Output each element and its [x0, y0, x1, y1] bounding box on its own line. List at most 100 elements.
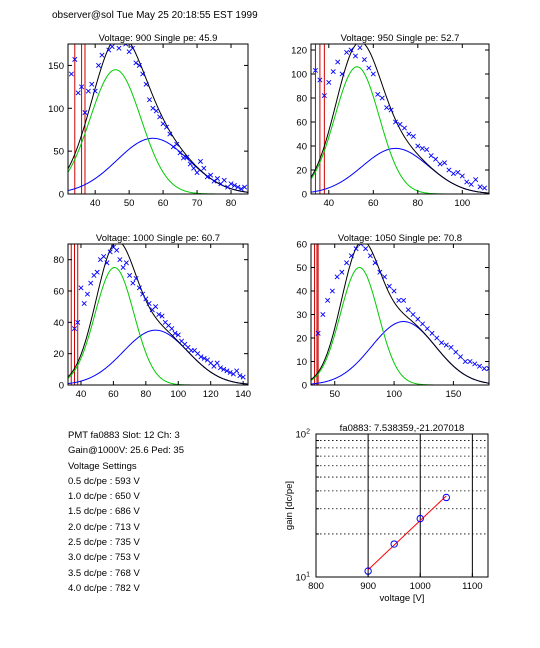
data-point: [357, 45, 363, 51]
data-point: [366, 65, 372, 71]
data-point: [156, 311, 162, 318]
x-tick-label: 80: [413, 198, 424, 209]
y-tick-label: 30: [296, 310, 307, 321]
data-point: [450, 171, 456, 177]
y-tick-label: 0: [302, 381, 307, 392]
data-point: [410, 133, 416, 139]
data-point: [352, 53, 359, 59]
y-tick-label: 40: [53, 318, 64, 329]
data-point: [384, 105, 390, 111]
data-point: [344, 260, 350, 266]
multi-pe-fit-curve: [311, 147, 489, 194]
data-point: [81, 301, 87, 307]
x-tick-label: 40: [324, 198, 335, 209]
data-point: [146, 97, 153, 103]
data-point: [448, 344, 454, 350]
data-point: [177, 150, 183, 156]
total-fit-curve: [68, 44, 248, 193]
chart-title: Voltage: 1000 Single pe: 60.7: [96, 233, 220, 244]
data-point: [79, 84, 85, 90]
data-point: [424, 326, 430, 332]
data-point: [75, 319, 81, 325]
y-tick-label: 50: [53, 147, 64, 158]
data-point: [367, 253, 373, 259]
x-tick-label: 60: [368, 198, 379, 209]
y-tick-label: 20: [53, 349, 64, 360]
data-point: [140, 291, 146, 297]
chart-title: fa0883: 7.538359,-21.207018: [340, 423, 465, 434]
data-point: [101, 254, 107, 260]
data-point: [198, 354, 204, 360]
x-tick-label: 100: [170, 389, 186, 400]
histogram-panel: 40 60 80 100 120 140 0 20 40 60 80 Voltage: 1000 Si…: [53, 233, 251, 400]
setting-line: 1.0 dc/pe : 650 V: [68, 491, 140, 503]
data-point: [174, 141, 180, 147]
data-point: [120, 264, 126, 271]
data-point: [72, 56, 78, 62]
data-point: [482, 185, 488, 191]
gain-point: [416, 514, 424, 523]
data-point: [434, 335, 440, 341]
y-tick-label: 120: [291, 46, 307, 57]
data-point: [170, 144, 176, 150]
data-point: [133, 275, 139, 281]
axes-frame: [67, 43, 249, 195]
total-fit-curve: [311, 244, 489, 384]
data-point: [428, 153, 434, 159]
y-tick-label: 100: [291, 70, 307, 81]
data-point: [211, 178, 217, 184]
data-point: [107, 249, 113, 255]
data-point: [136, 285, 142, 291]
gain-point: [390, 540, 398, 548]
x-tick-label: 900: [360, 581, 376, 592]
y-tick-label: 102: [296, 429, 311, 441]
data-point: [123, 260, 129, 266]
data-point: [221, 366, 227, 372]
chart-title: Voltage: 900 Single pe: 45.9: [99, 33, 218, 44]
data-point: [453, 349, 459, 355]
data-point: [234, 368, 240, 374]
data-point: [228, 181, 234, 187]
data-point: [99, 52, 105, 58]
data-point: [415, 143, 421, 149]
data-point: [242, 184, 248, 190]
info-block: PMT fa0883 Slot: 12 Ch: 3 Gain@1000V: 25…: [68, 430, 184, 598]
data-point: [235, 184, 241, 190]
single-pe-fit-curve: [311, 267, 489, 385]
data-point: [344, 49, 350, 55]
data-point: [486, 366, 489, 372]
data-point: [227, 369, 233, 375]
data-point: [455, 169, 461, 175]
data-point: [184, 154, 190, 160]
x-tick-label: 40: [76, 389, 87, 400]
data-point: [321, 93, 327, 99]
data-point: [123, 44, 129, 47]
data-point: [130, 280, 136, 286]
data-point: [468, 181, 474, 187]
data-point: [75, 90, 81, 96]
data-point: [153, 108, 159, 114]
data-point: [127, 272, 133, 278]
data-point: [459, 173, 465, 179]
data-point: [462, 358, 468, 365]
y-tick-label: 150: [48, 61, 64, 72]
plot-area: [311, 244, 489, 385]
y-tick-label: 40: [296, 287, 307, 298]
data-point: [441, 160, 448, 166]
data-point: [388, 107, 394, 113]
x-tick-label: 100: [454, 198, 470, 209]
data-point: [433, 156, 439, 162]
data-point: [379, 95, 385, 101]
data-point: [481, 366, 487, 372]
histogram-panel: 40 60 80 100 0 20 40 60 80 100 120 Voltage: 950 Sin…: [291, 33, 490, 209]
data-point: [419, 145, 425, 151]
data-point: [214, 360, 220, 366]
data-point: [191, 165, 197, 171]
x-tick-label: 60: [158, 198, 169, 209]
data-point: [348, 47, 354, 53]
data-point: [443, 342, 449, 348]
data-point: [194, 170, 200, 176]
chart-title: Voltage: 950 Single pe: 52.7: [341, 33, 460, 44]
data-point: [214, 176, 220, 182]
